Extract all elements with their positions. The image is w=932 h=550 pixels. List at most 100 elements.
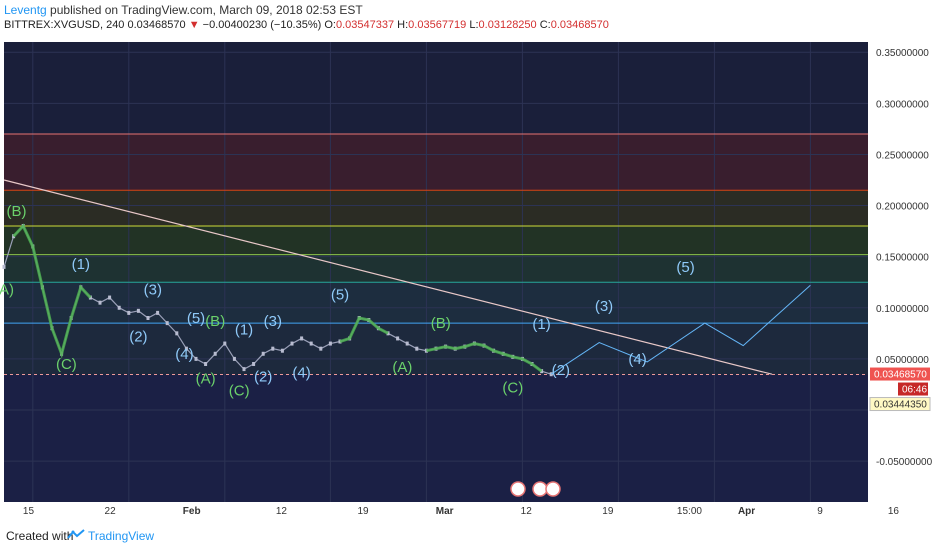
high-value: 0.03567719 [408,19,467,31]
price-candle [175,331,179,336]
wave-label: (5) [331,287,349,304]
close-value: 0.03468570 [550,19,609,31]
price-candle [2,264,6,269]
price-band [4,226,868,255]
wave-label: (C) [502,380,523,397]
footer: Created with TradingView [0,520,932,550]
x-tick-label: 15:00 [677,506,702,517]
wave-overlay-line [426,342,543,373]
y-tick-label: 0.20000000 [876,202,929,213]
low-value: 0.03128250 [478,19,537,31]
wave-label: (5) [187,310,205,327]
published-text: published on TradingView.com, March 09, … [50,3,363,17]
lower-band [4,374,868,502]
x-tick-label: 15 [23,506,35,517]
close-label: C: [539,19,551,31]
projection-line [550,284,811,375]
price-candle [290,341,294,346]
price-candle [204,362,208,366]
x-tick-label: Mar [436,506,454,517]
quote-line: BITTREX:XVGUSD, 240 0.03468570 ▼ −0.0040… [4,19,609,31]
price-candle [415,346,419,351]
price-candle [328,341,332,346]
price-candle [242,367,246,372]
wave-label: (B) [205,313,225,330]
wave-label: (B) [431,315,451,332]
price-candle [309,341,313,346]
wave-label: (5) [676,259,694,276]
current-price-label: 0.03468570 [874,370,927,381]
price-chart[interactable]: (B)(A)(1)(C)(3)(2)(5)(4)(B)(A)(1)(3)(C)(… [0,40,932,520]
high-label: H: [397,19,409,31]
price-candle [146,316,150,320]
publisher-line: Leventg published on TradingView.com, Ma… [4,3,363,17]
wave-label: (A) [0,281,14,298]
price-band [4,254,868,283]
price-candle [136,308,140,313]
wave-overlay-line [12,223,92,359]
event-flag-icon [545,481,561,497]
time-label: 06:46 [902,385,927,396]
price-candle [261,351,265,356]
price-candle [194,356,198,361]
lower-price-tag [869,397,931,412]
y-tick-label: -0.05000000 [876,457,932,468]
low-label: L: [469,19,479,31]
price-candle [156,310,160,315]
price-change: −0.00400230 (−10.35%) [202,19,322,31]
wave-label: (4) [175,346,193,363]
created-with-text: Created with [6,529,74,543]
price-candle [213,351,217,356]
wave-label: (C) [56,356,77,373]
x-tick-label: 19 [602,506,614,517]
x-tick-label: Apr [738,506,755,517]
tradingview-link[interactable]: TradingView [88,529,155,543]
price-candle [396,336,400,341]
current-price-tag [870,367,930,381]
price-candle [165,321,169,326]
price-axis-bg [868,42,932,502]
wave-label: (1) [72,256,90,273]
price-candle [280,348,284,353]
y-tick-label: 0.30000000 [876,99,929,110]
wave-label: (2) [254,368,272,385]
price-band [4,134,868,191]
x-tick-label: 16 [888,506,900,517]
symbol-label[interactable]: BITTREX:XVGUSD, 240 [4,19,125,31]
price-candle [271,346,275,351]
price-candle [252,362,256,366]
x-tick-label: 12 [276,506,288,517]
x-tick-label: 12 [521,506,533,517]
wave-overlay-line [339,316,389,343]
x-tick-label: 9 [817,506,823,517]
wave-label: (C) [229,383,250,400]
chart-header: Leventg published on TradingView.com, Ma… [0,0,932,40]
time-axis-bg [0,502,932,520]
wave-label: (3) [144,281,162,298]
price-candle [223,341,227,346]
wave-label: (B) [6,203,26,220]
wave-label: (3) [264,313,282,330]
price-candle [127,310,131,315]
open-value: 0.03547337 [335,19,395,31]
wave-label: (4) [628,351,646,368]
price-candle [98,300,102,305]
y-tick-label: 0.10000000 [876,304,929,315]
open-label: O: [324,19,336,31]
wave-label: (1) [235,321,253,338]
price-candle [319,346,323,351]
wave-label: (2) [552,362,570,379]
y-tick-label: 0.35000000 [876,48,929,59]
time-tag [898,382,928,396]
down-arrow-icon: ▼ [188,19,200,31]
wave-label: (2) [129,329,147,346]
price-candle [405,341,409,346]
x-tick-label: 19 [357,506,369,517]
wave-label: (A) [392,359,412,376]
wave-label: (1) [532,316,550,333]
author-link[interactable]: Leventg [4,3,47,17]
wave-label: (4) [292,364,310,381]
y-tick-label: 0.15000000 [876,253,929,264]
x-tick-label: Feb [183,506,201,517]
wave-label: (3) [595,298,613,315]
